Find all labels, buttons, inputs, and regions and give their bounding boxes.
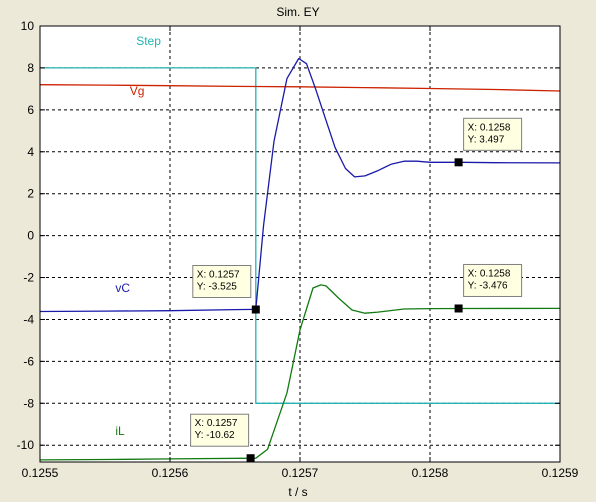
datatip-box [192, 265, 252, 299]
x-tick-label: 0.1259 [542, 466, 579, 480]
datatip-text: Y: -10.62 [195, 430, 235, 441]
x-tick-label: 0.1256 [152, 466, 189, 480]
datatip-box [190, 413, 250, 447]
x-tick-label: 0.1255 [22, 466, 59, 480]
datatip-box [463, 263, 523, 297]
x-axis-label: t / s [288, 485, 307, 499]
y-tick-label: -6 [23, 354, 34, 368]
datatip-text: Y: -3.525 [197, 282, 237, 293]
chart-title: Sim. EY [276, 5, 319, 19]
series-label-il: iL [115, 424, 125, 438]
y-tick-label: 4 [27, 145, 34, 159]
datatip-marker[interactable] [454, 158, 463, 167]
x-axis-ticks: 0.1255 0.1256 0.1257 0.1258 0.1259 [22, 26, 579, 480]
datatip-text: X: 0.1258 [468, 268, 511, 279]
datatip-marker[interactable] [454, 304, 463, 313]
y-tick-label: 0 [27, 229, 34, 243]
datatip-text: X: 0.1257 [197, 270, 240, 281]
series-line-step [40, 67, 560, 404]
datatip-marker[interactable] [251, 305, 260, 314]
y-tick-label: -2 [23, 271, 34, 285]
series-line-vg [39, 84, 561, 92]
y-tick-label: 10 [21, 19, 35, 33]
series-labels: Step Vg vC iL [115, 34, 161, 438]
datatip-text: X: 0.1258 [468, 122, 511, 133]
y-tick-label: 8 [27, 61, 34, 75]
y-tick-label: -8 [23, 396, 34, 410]
series-label-vg: Vg [130, 84, 145, 98]
y-tick-label: -10 [17, 438, 35, 452]
datatip-text: X: 0.1257 [195, 418, 238, 429]
datatip-text: Y: 3.497 [468, 134, 505, 145]
y-tick-label: 2 [27, 187, 34, 201]
datatip-box [463, 117, 523, 151]
datatip-marker[interactable] [246, 454, 255, 463]
datatip-text: Y: -3.476 [468, 280, 508, 291]
y-tick-label: 6 [27, 103, 34, 117]
y-tick-label: -4 [23, 312, 34, 326]
x-tick-label: 0.1257 [282, 466, 319, 480]
series-label-step: Step [136, 34, 161, 48]
y-axis-ticks: 10 8 6 4 2 0 -2 -4 -6 -8 -10 [17, 19, 560, 452]
series-line-il [39, 284, 561, 461]
x-tick-label: 0.1258 [412, 466, 449, 480]
series-label-vc: vC [115, 281, 130, 295]
